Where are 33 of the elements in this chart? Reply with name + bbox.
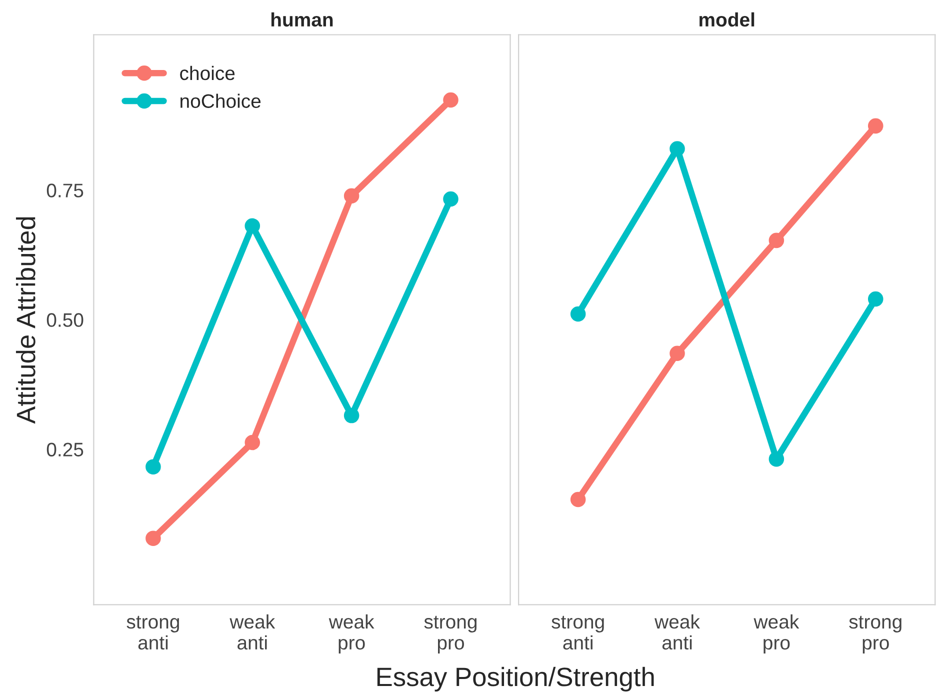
point <box>146 459 161 474</box>
legend-label: noChoice <box>180 94 261 108</box>
x-tick-label: strong pro <box>424 616 477 654</box>
y-axis-title: Attitude Attributed <box>16 217 36 424</box>
point <box>670 346 685 362</box>
point <box>570 306 586 322</box>
x-axis-title: Essay Position/Strength <box>377 666 654 692</box>
point <box>868 118 884 134</box>
x-tick-label: weak anti <box>654 614 700 650</box>
point <box>244 218 260 234</box>
point <box>570 492 586 508</box>
chart-title: human <box>271 12 333 27</box>
point <box>344 408 360 424</box>
legend-label: choice <box>180 66 235 80</box>
point <box>344 188 360 204</box>
point <box>670 141 685 156</box>
x-tick-label: strong anti <box>552 616 604 650</box>
point <box>443 92 458 108</box>
y-tick-label: 0.50 <box>46 313 84 327</box>
point <box>443 191 458 207</box>
point <box>768 232 784 248</box>
chart-title: model <box>700 12 754 27</box>
y-tick-label: 0.75 <box>46 184 84 198</box>
y-tick-label: 0.25 <box>46 442 84 456</box>
x-tick-label: weak pro <box>754 614 800 654</box>
x-tick-label: strong pro <box>849 616 902 654</box>
point <box>768 451 784 467</box>
x-tick-label: weak pro <box>328 614 374 654</box>
point <box>868 291 884 307</box>
point <box>146 530 161 546</box>
x-tick-label: weak anti <box>230 614 276 650</box>
x-tick-label: strong anti <box>126 616 179 650</box>
point <box>244 434 260 450</box>
